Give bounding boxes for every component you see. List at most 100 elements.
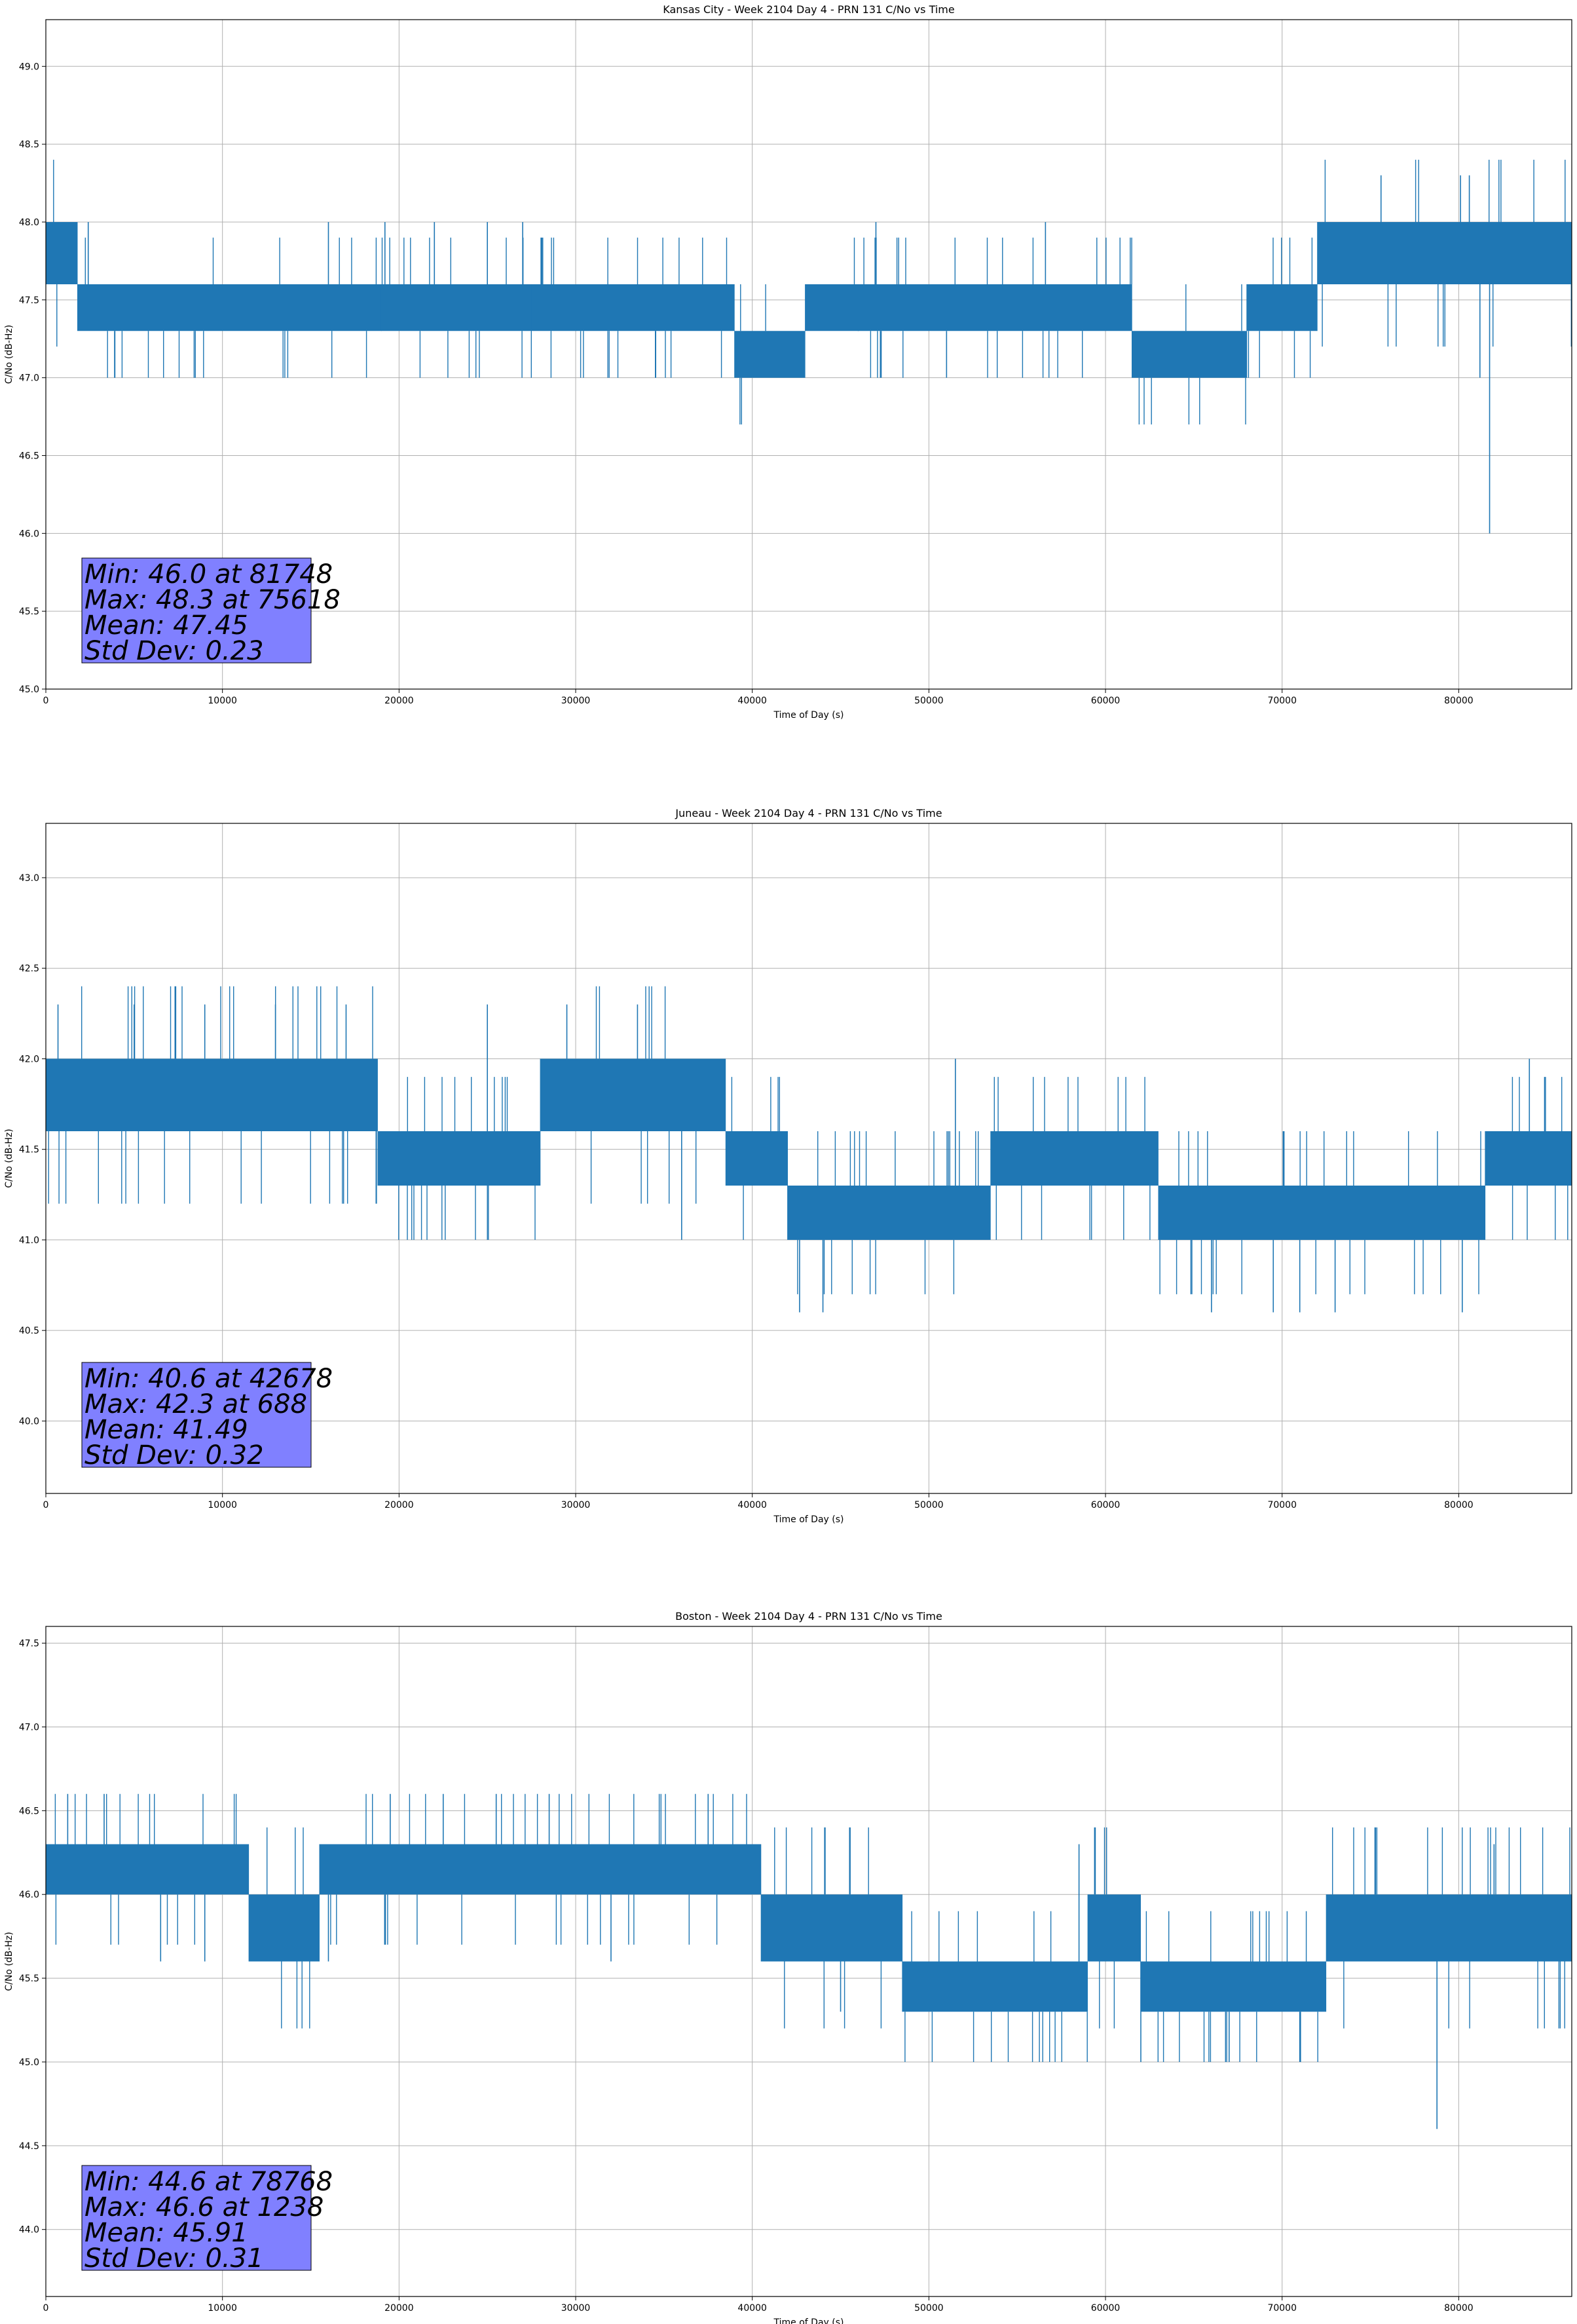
y-tick-label: 47.5 <box>19 1639 39 1649</box>
stats-line: Std Dev: 0.32 <box>84 1440 264 1471</box>
stats-line: Mean: 45.91 <box>84 2218 248 2248</box>
data-excursions <box>904 1911 1088 2062</box>
chart-0: Kansas City - Week 2104 Day 4 - PRN 131 … <box>4 3 1572 721</box>
y-tick-label: 46.0 <box>19 529 39 539</box>
x-axis-label: Time of Day (s) <box>773 2317 844 2324</box>
x-tick-label: 0 <box>43 696 49 706</box>
x-tick-label: 40000 <box>737 2303 767 2314</box>
x-tick-label: 50000 <box>914 1500 944 1510</box>
data-excursions <box>993 1077 1151 1240</box>
data-band <box>540 1059 726 1131</box>
x-tick-label: 40000 <box>737 696 767 706</box>
data-band <box>1140 1961 1327 2012</box>
x-tick-label: 20000 <box>384 2303 414 2314</box>
x-tick-label: 10000 <box>208 2303 237 2314</box>
data-band <box>1317 222 1572 284</box>
data-excursions <box>1094 1827 1115 2029</box>
data-excursions <box>1138 284 1246 424</box>
x-tick-label: 60000 <box>1091 2303 1121 2314</box>
x-tick-label: 10000 <box>208 696 237 706</box>
y-tick-label: 45.5 <box>19 607 39 617</box>
data-excursions <box>54 1793 237 1945</box>
stats-line: Std Dev: 0.23 <box>84 636 264 666</box>
data-excursions <box>1248 237 1313 378</box>
data-band <box>1158 1186 1486 1240</box>
y-axis-label: C/No (dB-Hz) <box>4 1932 14 1991</box>
data-band <box>46 1844 250 1895</box>
y-tick-label: 40.5 <box>19 1326 39 1336</box>
y-tick-label: 42.0 <box>19 1054 39 1064</box>
data-band <box>760 1894 903 1962</box>
axes-frame <box>45 823 1572 1494</box>
y-tick-label: 48.5 <box>19 140 39 150</box>
data-band <box>725 1131 788 1186</box>
x-tick-label: 70000 <box>1267 2303 1297 2314</box>
stats-line: Mean: 47.45 <box>84 610 248 641</box>
y-axis-label: C/No (dB-Hz) <box>4 1129 14 1188</box>
x-tick-label: 30000 <box>561 696 591 706</box>
data-excursions <box>797 1131 979 1294</box>
data-band <box>46 222 78 284</box>
data-excursions <box>53 159 58 347</box>
stats-line: Min: 46.0 at 81748 <box>84 559 333 590</box>
data-band <box>248 1894 320 1962</box>
y-tick-label: 41.0 <box>19 1235 39 1246</box>
stats-line: Max: 46.6 at 1238 <box>84 2192 324 2222</box>
y-tick-label: 47.0 <box>19 1722 39 1733</box>
x-tick-label: 0 <box>43 1500 49 1510</box>
x-axis-label: Time of Day (s) <box>773 1514 844 1525</box>
y-tick-label: 46.5 <box>19 451 39 461</box>
y-tick-label: 46.5 <box>19 1806 39 1816</box>
x-tick-label: 80000 <box>1444 2303 1474 2314</box>
data-band <box>902 1961 1088 2012</box>
chart-1: Juneau - Week 2104 Day 4 - PRN 131 C/No … <box>4 807 1572 1525</box>
x-tick-label: 50000 <box>914 696 944 706</box>
data-excursions <box>853 237 1132 378</box>
x-tick-label: 70000 <box>1267 1500 1297 1510</box>
chart-title: Kansas City - Week 2104 Day 4 - PRN 131 … <box>663 3 954 16</box>
data-excursions <box>540 237 728 378</box>
data-band <box>380 284 532 331</box>
data-excursions <box>590 986 697 1204</box>
data-band <box>77 284 382 331</box>
y-axis-label: C/No (dB-Hz) <box>4 325 14 384</box>
data-band <box>734 331 806 378</box>
x-tick-label: 0 <box>43 2303 49 2314</box>
chart-title: Juneau - Week 2104 Day 4 - PRN 131 C/No … <box>675 807 942 819</box>
y-tick-label: 40.0 <box>19 1416 39 1427</box>
data-band <box>1132 331 1248 378</box>
data-excursions <box>731 1077 780 1240</box>
data-band <box>1246 284 1318 331</box>
data-series <box>46 159 1572 534</box>
stats-line: Mean: 41.49 <box>84 1415 248 1445</box>
data-band <box>46 1059 378 1131</box>
y-tick-label: 49.0 <box>19 62 39 72</box>
x-tick-label: 40000 <box>737 1500 767 1510</box>
x-tick-label: 10000 <box>208 1500 237 1510</box>
stats-line: Min: 44.6 at 78768 <box>84 2167 333 2197</box>
x-tick-label: 80000 <box>1444 1500 1474 1510</box>
stats-line: Max: 42.3 at 688 <box>84 1389 307 1419</box>
data-band <box>1326 1894 1572 1962</box>
data-excursions <box>1332 1827 1570 2029</box>
data-excursions <box>1322 159 1572 347</box>
chart-title: Boston - Week 2104 Day 4 - PRN 131 C/No … <box>675 1610 942 1622</box>
stats-line: Std Dev: 0.31 <box>84 2243 264 2274</box>
y-tick-label: 44.5 <box>19 2141 39 2152</box>
x-tick-label: 30000 <box>561 2303 591 2314</box>
axes-frame <box>45 19 1572 690</box>
data-excursions <box>267 1827 310 2029</box>
stats-box <box>81 557 312 664</box>
x-tick-label: 60000 <box>1091 696 1121 706</box>
data-band <box>990 1131 1159 1186</box>
data-band <box>1485 1131 1572 1186</box>
x-tick-label: 50000 <box>914 2303 944 2314</box>
stats-line: Min: 40.6 at 42678 <box>84 1364 333 1394</box>
x-tick-label: 70000 <box>1267 696 1297 706</box>
data-excursions <box>739 284 766 424</box>
x-tick-label: 20000 <box>384 1500 414 1510</box>
y-tick-label: 47.0 <box>19 373 39 384</box>
data-band <box>787 1186 991 1240</box>
x-tick-label: 60000 <box>1091 1500 1121 1510</box>
y-tick-label: 43.0 <box>19 873 39 884</box>
